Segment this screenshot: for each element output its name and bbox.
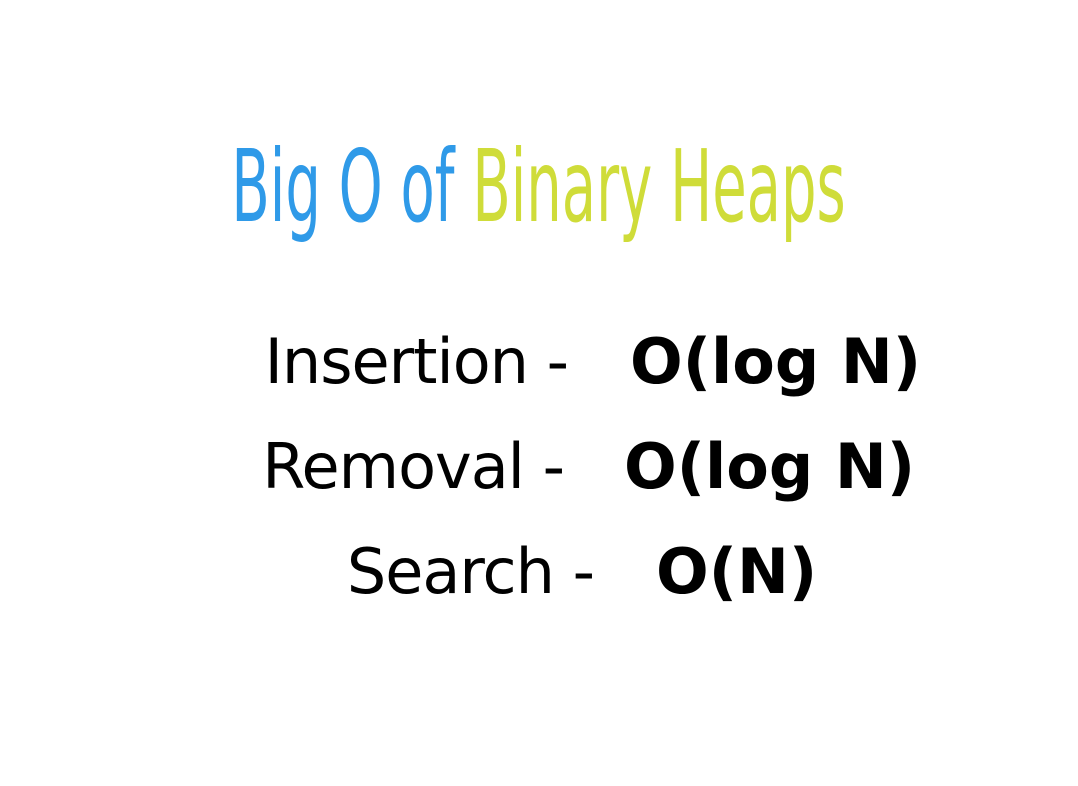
operation-label: Removal - <box>262 430 565 503</box>
complexity-value: O(log N) <box>624 430 916 503</box>
complexity-value: O(log N) <box>630 325 922 398</box>
slide-title-text: Big O of Binary Heaps <box>232 137 846 237</box>
operation-label: Search - <box>346 535 595 608</box>
title-part-big-o: Big O of <box>231 128 473 245</box>
complexity-row-search: Search - O(N) <box>0 535 1078 625</box>
complexity-row-removal: Removal - O(log N) <box>0 430 1078 520</box>
slide-title: Big O of Binary Heaps <box>0 112 1078 262</box>
operation-label: Insertion - <box>264 325 569 398</box>
title-part-binary-heaps: Binary Heaps <box>472 128 847 245</box>
complexity-row-insertion: Insertion - O(log N) <box>0 325 1078 415</box>
complexity-value: O(N) <box>656 535 818 608</box>
